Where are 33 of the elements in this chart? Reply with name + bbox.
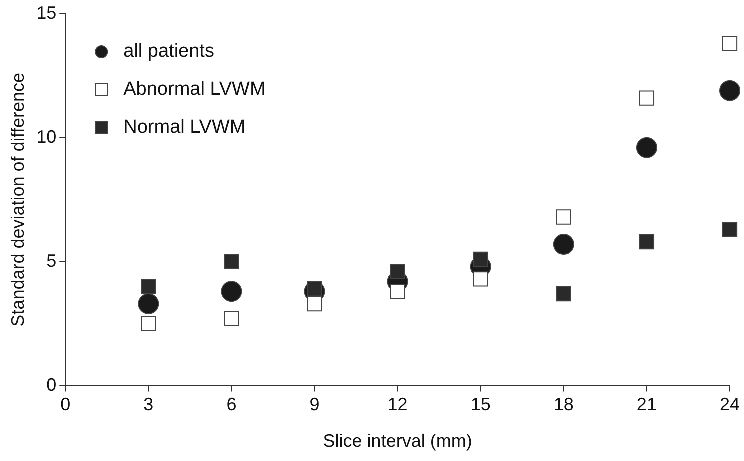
- point: [221, 281, 242, 302]
- point: [390, 264, 406, 280]
- legend-label: all patients: [124, 41, 214, 62]
- x-tick-label: 24: [720, 394, 740, 415]
- legend-label: Abnormal LVWM: [124, 79, 266, 100]
- legend-label: Normal LVWM: [124, 117, 246, 138]
- point: [390, 284, 406, 300]
- x-tick-label: 12: [388, 394, 408, 415]
- point: [556, 286, 572, 302]
- y-tick-label: 0: [46, 374, 57, 395]
- x-tick-label: 6: [226, 394, 237, 415]
- x-axis-title: Slice interval (mm): [323, 431, 472, 452]
- x-tick-label: 9: [310, 394, 320, 415]
- y-tick-label: 10: [36, 126, 57, 147]
- point: [553, 234, 574, 256]
- y-tick-label: 5: [46, 250, 57, 271]
- x-tick-label: 0: [60, 394, 71, 415]
- x-tick-label: 15: [470, 394, 491, 415]
- x-tick-label: 18: [554, 394, 574, 415]
- point: [138, 294, 160, 315]
- point: [473, 272, 488, 287]
- y-axis-title: Standard deviation of difference: [8, 72, 28, 327]
- point: [720, 80, 740, 102]
- x-tick-label: 3: [144, 394, 154, 415]
- y-tick-label: 15: [36, 2, 57, 23]
- x-tick-label: 21: [636, 394, 657, 415]
- point: [141, 279, 156, 294]
- point: [722, 222, 738, 238]
- point: [473, 252, 488, 267]
- point: [639, 234, 655, 250]
- point: [224, 254, 240, 270]
- point: [307, 296, 322, 312]
- point: [636, 137, 658, 158]
